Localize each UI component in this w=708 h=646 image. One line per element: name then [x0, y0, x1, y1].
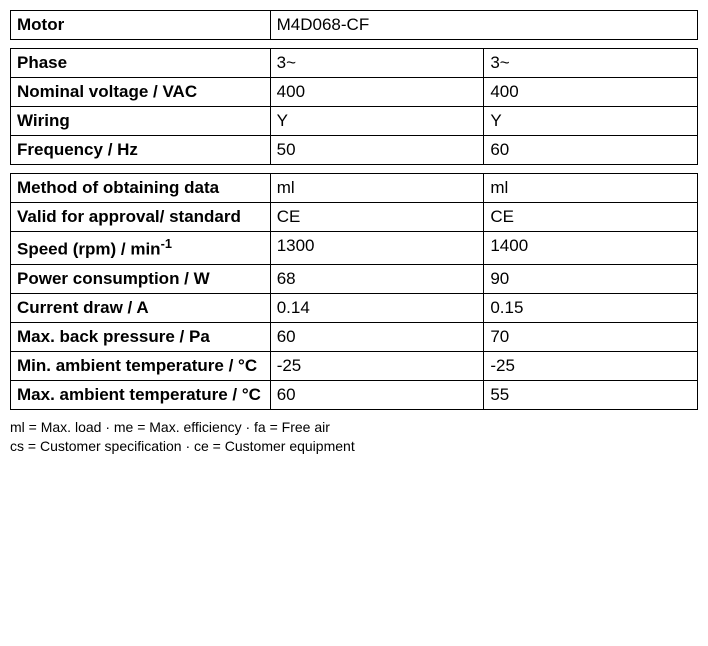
row-value-2: 55 [484, 380, 698, 409]
row-value-1: 400 [270, 78, 484, 107]
table-row: Nominal voltage / VAC 400 400 [11, 78, 698, 107]
footnote: ml = Max. load · me = Max. efficiency · … [10, 418, 698, 457]
table-row: Power consumption / W 68 90 [11, 264, 698, 293]
footnote-line-1: ml = Max. load · me = Max. efficiency · … [10, 419, 330, 435]
motor-table: Motor M4D068-CF [10, 10, 698, 40]
row-value-2: 0.15 [484, 293, 698, 322]
row-value-2: 400 [484, 78, 698, 107]
row-value-1: 50 [270, 136, 484, 165]
row-value-2: 90 [484, 264, 698, 293]
table-row: Phase 3~ 3~ [11, 49, 698, 78]
motor-label: Motor [11, 11, 271, 40]
row-label: Phase [11, 49, 271, 78]
row-label: Method of obtaining data [11, 174, 271, 203]
row-label-text: Speed (rpm) / min [17, 240, 161, 259]
table-row: Motor M4D068-CF [11, 11, 698, 40]
row-label: Valid for approval/ standard [11, 203, 271, 232]
row-label: Min. ambient temperature / °C [11, 351, 271, 380]
row-value-2: CE [484, 203, 698, 232]
row-value-1: -25 [270, 351, 484, 380]
specs-table-2: Method of obtaining data ml ml Valid for… [10, 173, 698, 410]
row-value-1: 60 [270, 322, 484, 351]
row-value-2: 60 [484, 136, 698, 165]
row-label: Wiring [11, 107, 271, 136]
footnote-line-2: cs = Customer specification · ce = Custo… [10, 438, 355, 454]
row-value-1: 1300 [270, 232, 484, 265]
table-row: Current draw / A 0.14 0.15 [11, 293, 698, 322]
row-value-2: 70 [484, 322, 698, 351]
row-value-2: -25 [484, 351, 698, 380]
row-value-1: 60 [270, 380, 484, 409]
motor-value: M4D068-CF [270, 11, 697, 40]
row-value-1: ml [270, 174, 484, 203]
row-label: Max. ambient temperature / °C [11, 380, 271, 409]
row-value-1: CE [270, 203, 484, 232]
table-row: Min. ambient temperature / °C -25 -25 [11, 351, 698, 380]
row-value-2: ml [484, 174, 698, 203]
table-row: Method of obtaining data ml ml [11, 174, 698, 203]
row-value-1: Y [270, 107, 484, 136]
table-row: Valid for approval/ standard CE CE [11, 203, 698, 232]
table-row: Frequency / Hz 50 60 [11, 136, 698, 165]
table-row: Max. ambient temperature / °C 60 55 [11, 380, 698, 409]
row-value-1: 3~ [270, 49, 484, 78]
row-value-1: 68 [270, 264, 484, 293]
table-row: Speed (rpm) / min-1 1300 1400 [11, 232, 698, 265]
row-label-sup: -1 [161, 236, 172, 251]
row-value-2: Y [484, 107, 698, 136]
row-value-2: 3~ [484, 49, 698, 78]
row-value-2: 1400 [484, 232, 698, 265]
row-label: Current draw / A [11, 293, 271, 322]
row-label: Frequency / Hz [11, 136, 271, 165]
row-label: Nominal voltage / VAC [11, 78, 271, 107]
row-label: Speed (rpm) / min-1 [11, 232, 271, 265]
row-label: Max. back pressure / Pa [11, 322, 271, 351]
row-value-1: 0.14 [270, 293, 484, 322]
specs-table-1: Phase 3~ 3~ Nominal voltage / VAC 400 40… [10, 48, 698, 165]
table-row: Max. back pressure / Pa 60 70 [11, 322, 698, 351]
table-row: Wiring Y Y [11, 107, 698, 136]
row-label: Power consumption / W [11, 264, 271, 293]
